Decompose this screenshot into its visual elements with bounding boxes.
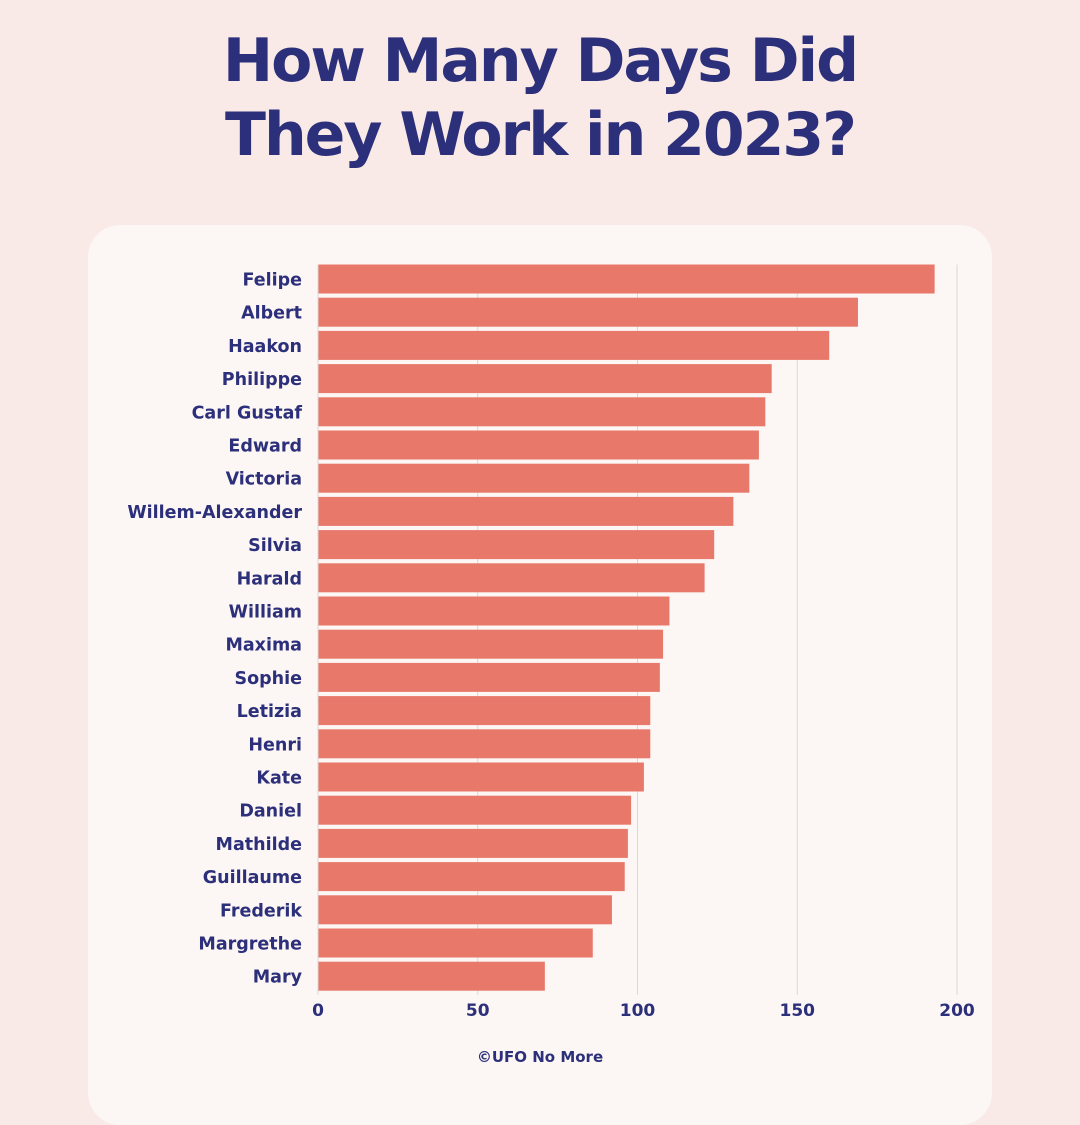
category-label: Haakon <box>228 337 302 357</box>
category-label: Frederik <box>220 901 302 921</box>
bar-mathilde <box>318 828 628 858</box>
bar-william <box>318 596 670 626</box>
category-label: Silvia <box>248 536 302 556</box>
category-label: Willem-Alexander <box>127 503 302 523</box>
category-label: Mathilde <box>216 835 303 855</box>
bar-daniel <box>318 795 632 825</box>
x-tick-label: 50 <box>466 1001 490 1021</box>
category-label: Mary <box>253 968 303 988</box>
category-label: Margrethe <box>198 935 302 955</box>
bar-frederik <box>318 895 612 925</box>
category-label: Kate <box>256 769 302 789</box>
category-label: Henri <box>248 735 302 755</box>
bar-albert <box>318 297 858 327</box>
category-label: Carl Gustaf <box>192 403 303 423</box>
bar-mary <box>318 961 545 991</box>
bar-haakon <box>318 330 830 360</box>
bar-victoria <box>318 463 750 493</box>
bar-felipe <box>318 264 935 294</box>
bar-chart: Felipe Albert Haakon Philippe Carl Gustaf Edw… <box>127 264 975 1021</box>
category-label: Guillaume <box>203 868 302 888</box>
bar-margrethe <box>318 928 593 958</box>
category-label: Philippe <box>222 370 302 390</box>
x-tick-label: 200 <box>939 1001 975 1021</box>
chart-title: How Many Days Did They Work in 2023? <box>0 24 1080 172</box>
bar-silvia <box>318 530 715 560</box>
bar-carl-gustaf <box>318 397 766 427</box>
title-line-1: How Many Days Did <box>222 26 859 96</box>
bar-henri <box>318 729 651 759</box>
copyright-credit: ©UFO No More <box>476 1048 604 1066</box>
x-tick-label: 100 <box>620 1001 656 1021</box>
category-label: Maxima <box>225 636 302 656</box>
x-tick-label: 0 <box>312 1001 324 1021</box>
category-label: Daniel <box>239 802 302 822</box>
bar-letizia <box>318 696 651 726</box>
category-label: Edward <box>228 437 302 457</box>
category-label: Felipe <box>242 271 302 291</box>
bar-kate <box>318 762 644 792</box>
bar-edward <box>318 430 759 460</box>
bar-philippe <box>318 364 772 394</box>
category-label: William <box>229 603 302 623</box>
title-line-2: They Work in 2023? <box>225 100 857 170</box>
category-label: Victoria <box>226 470 302 490</box>
bar-harald <box>318 563 705 593</box>
bar-guillaume <box>318 862 625 892</box>
category-label: Letizia <box>237 702 302 722</box>
category-label: Albert <box>241 304 302 324</box>
x-tick-label: 150 <box>780 1001 816 1021</box>
category-label: Sophie <box>235 669 303 689</box>
bar-maxima <box>318 629 664 659</box>
bar-sophie <box>318 662 660 692</box>
category-label: Harald <box>237 569 302 589</box>
bar-willem-alexander <box>318 496 734 526</box>
